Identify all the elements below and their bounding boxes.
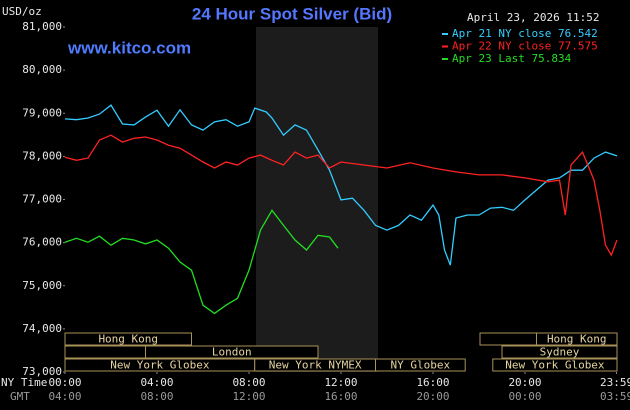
gmt-label: GMT <box>10 390 30 403</box>
y-tick-label: 75,000 <box>22 279 62 292</box>
gmt-tick-label: 03:59 <box>600 390 630 403</box>
session-box <box>536 332 618 346</box>
session-label: NY Globex <box>391 359 451 372</box>
session-label: New York Globex <box>110 359 210 372</box>
session-label: Sydney <box>540 346 580 359</box>
session-box <box>479 332 538 346</box>
gmt-tick-label: 12:00 <box>232 390 265 403</box>
legend-label: Apr 21 NY close 76.542 <box>452 27 598 40</box>
source: www.kitco.com <box>67 38 191 57</box>
gmt-tick-label: 08:00 <box>140 390 173 403</box>
session-box <box>64 332 192 346</box>
legend-label: Apr 23 Last 75.834 <box>452 52 572 65</box>
session-label: Hong Kong <box>547 333 607 346</box>
x-tick-label: 20:00 <box>508 376 541 389</box>
y-axis-label: USD/oz <box>2 5 42 18</box>
legend-label: Apr 22 NY close 77.575 <box>452 40 598 53</box>
y-tick-label: 73,000 <box>22 365 62 378</box>
session-box <box>375 358 466 372</box>
gmt-tick-label: 04:00 <box>48 390 81 403</box>
session-box <box>492 358 618 372</box>
x-tick-label: 00:00 <box>48 376 81 389</box>
gmt-tick-label: 16:00 <box>324 390 357 403</box>
y-tick-label: 81,000 <box>22 20 62 33</box>
session-box <box>145 345 319 359</box>
series-line <box>64 104 618 266</box>
x-tick-label: 12:00 <box>324 376 357 389</box>
session-label: New York NYMEX <box>269 359 362 372</box>
x-tick-label: 16:00 <box>416 376 449 389</box>
y-tick-label: 77,000 <box>22 193 62 206</box>
series-line <box>64 209 339 315</box>
session-label: Hong Kong <box>98 333 158 346</box>
session-box <box>64 345 147 359</box>
session-box <box>501 345 618 359</box>
x-tick-label: 23:59 <box>600 376 630 389</box>
gmt-tick-label: 20:00 <box>416 390 449 403</box>
x-tick-label: 08:00 <box>232 376 265 389</box>
y-tick-label: 74,000 <box>22 322 62 335</box>
timestamp: April 23, 2026 11:52 <box>467 11 599 24</box>
ny-time-label: NY Time <box>1 376 47 389</box>
nymex-shade <box>256 27 378 372</box>
y-tick-label: 80,000 <box>22 63 62 76</box>
y-tick-label: 79,000 <box>22 106 62 119</box>
y-tick-label: 78,000 <box>22 149 62 162</box>
gmt-tick-label: 00:00 <box>508 390 541 403</box>
session-label: New York Globex <box>505 359 605 372</box>
chart-title: 24 Hour Spot Silver (Bid) <box>192 4 392 23</box>
y-tick-label: 76,000 <box>22 236 62 249</box>
x-tick-label: 04:00 <box>140 376 173 389</box>
session-label: London <box>212 346 252 359</box>
series-line <box>64 134 618 257</box>
